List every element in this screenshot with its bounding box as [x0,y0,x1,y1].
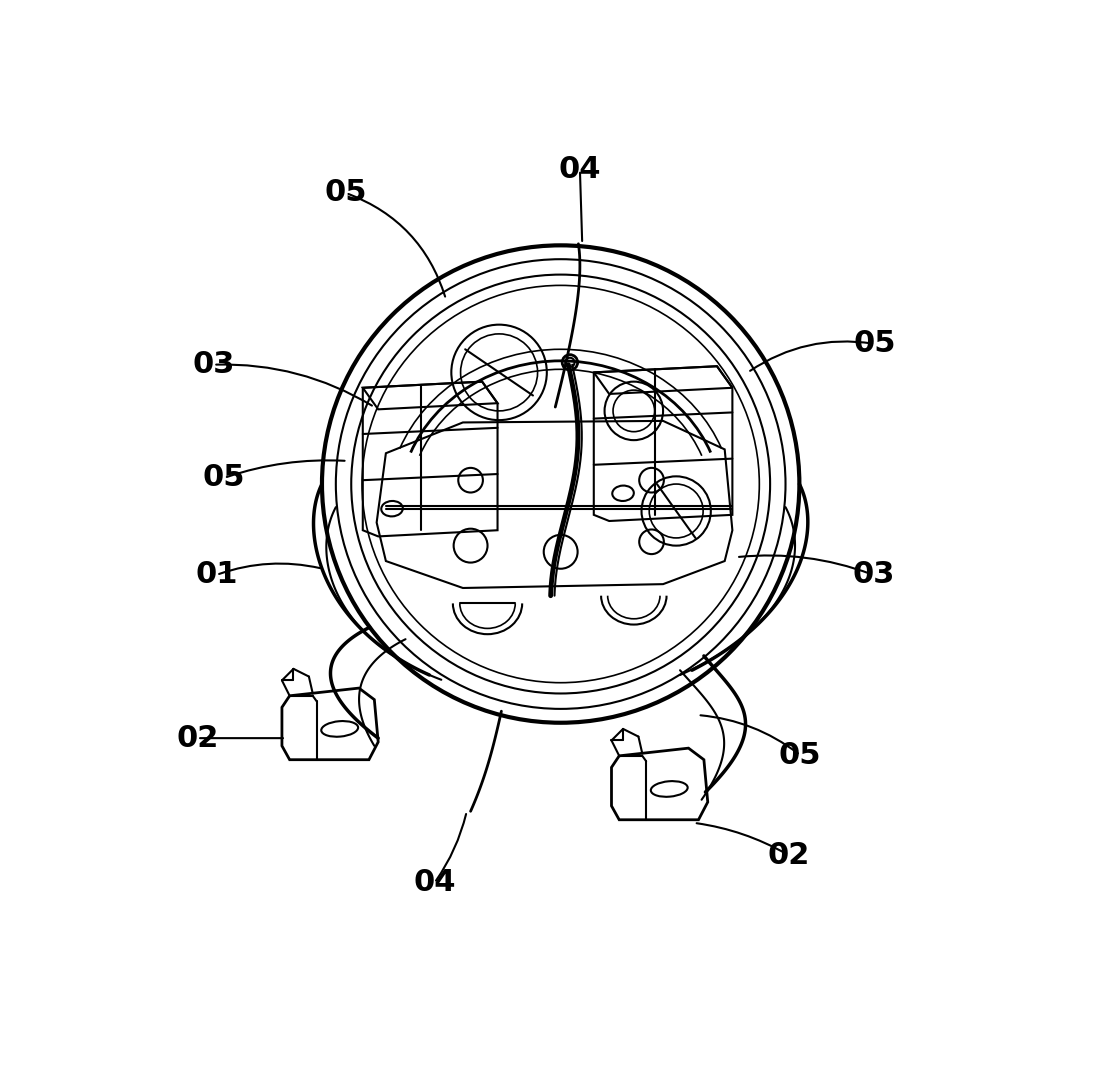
Text: 04: 04 [414,869,455,897]
Text: 01: 01 [195,560,237,590]
Text: 05: 05 [325,179,368,208]
Text: 02: 02 [176,724,219,753]
Text: 03: 03 [193,351,234,379]
Text: 02: 02 [767,841,810,870]
Text: 03: 03 [852,560,895,590]
Text: 05: 05 [202,463,245,492]
Text: 05: 05 [853,329,896,358]
Text: 05: 05 [779,740,822,769]
Text: 04: 04 [559,156,602,184]
